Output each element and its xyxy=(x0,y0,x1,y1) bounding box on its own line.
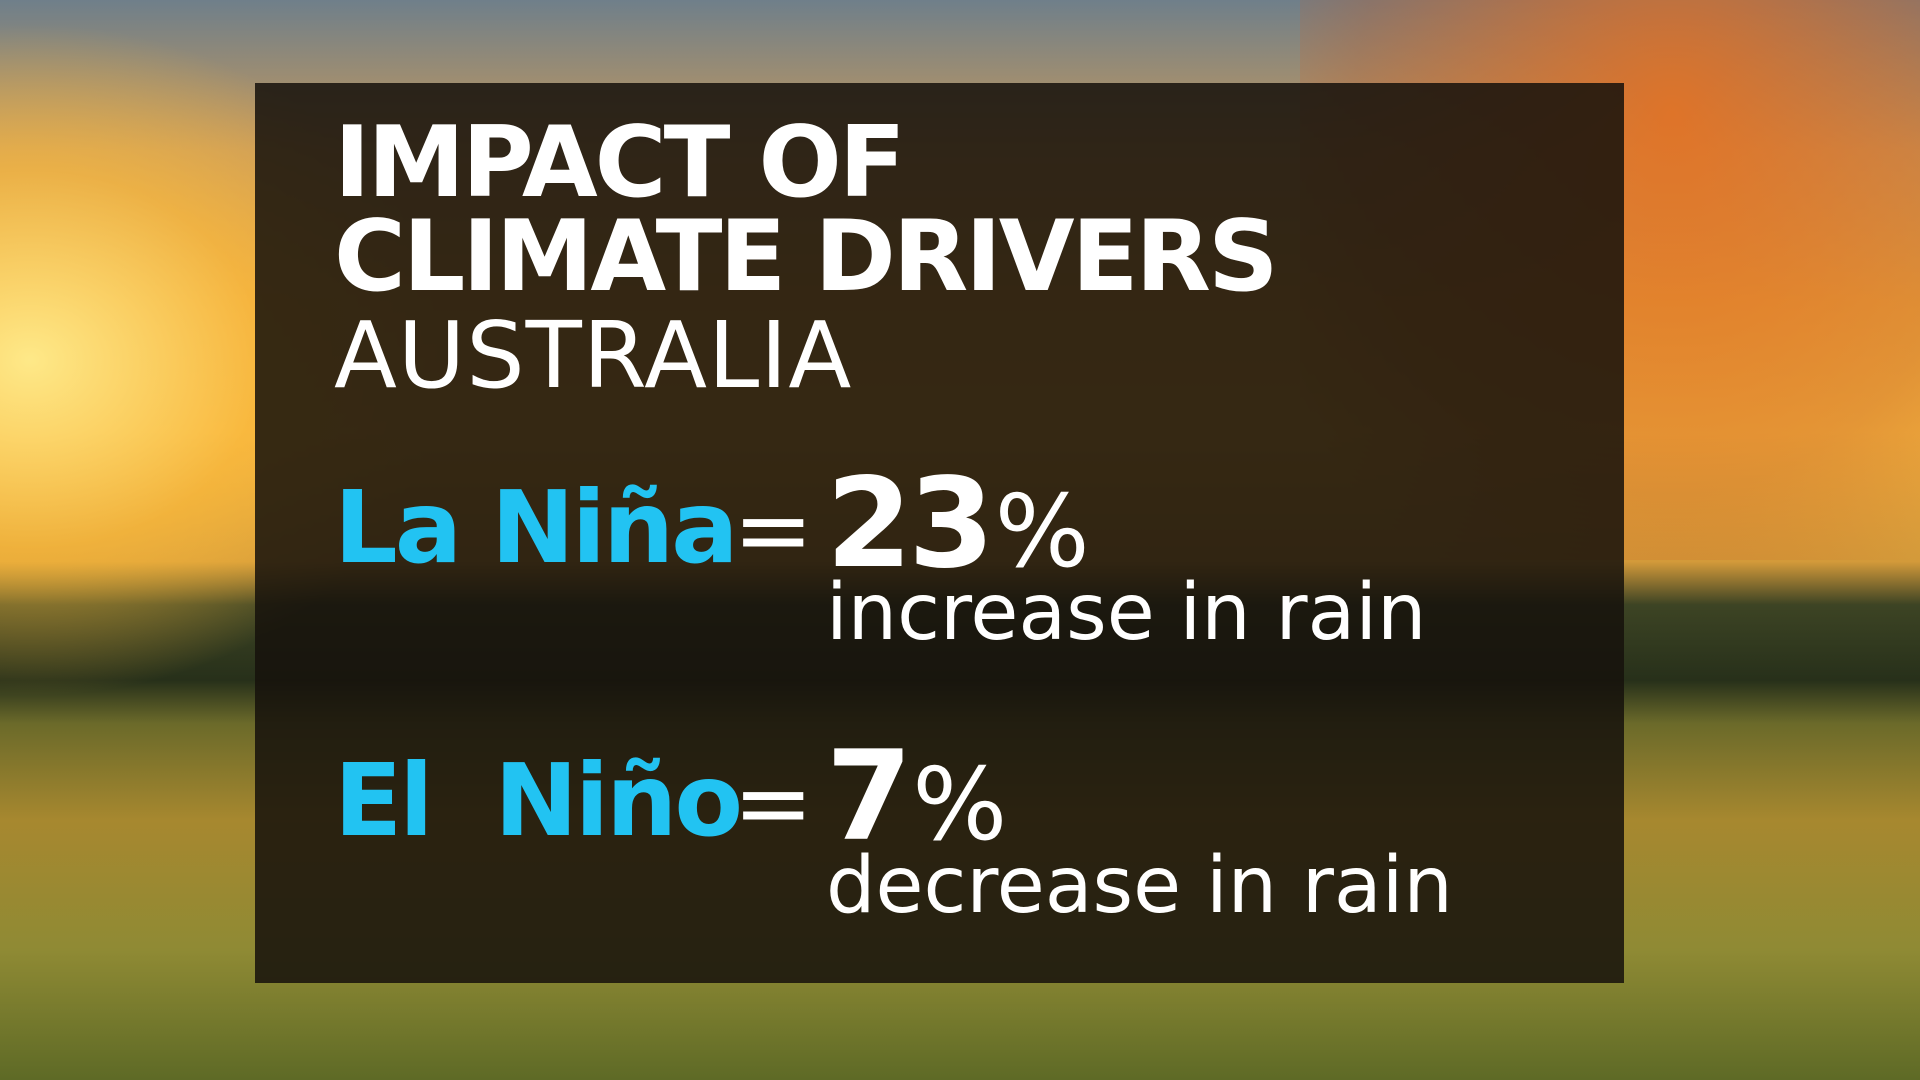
title-line: CLIMATE DRIVERS xyxy=(334,200,1279,314)
rain-description: increase in rain xyxy=(826,568,1427,658)
percent-unit: % xyxy=(912,746,1008,863)
text-panel xyxy=(255,83,1624,983)
equals-sign: = xyxy=(733,747,814,859)
subtitle: AUSTRALIA xyxy=(334,302,853,409)
percent-number: 23 xyxy=(826,452,995,596)
title-line: IMPACT OF xyxy=(334,106,906,220)
percent-unit: % xyxy=(994,473,1090,590)
driver-name: La Niña xyxy=(334,469,739,586)
equals-sign: = xyxy=(733,474,814,586)
percent-number: 7 xyxy=(826,725,912,869)
rain-description: decrease in rain xyxy=(826,841,1453,931)
driver-name: El Niño xyxy=(334,742,743,859)
